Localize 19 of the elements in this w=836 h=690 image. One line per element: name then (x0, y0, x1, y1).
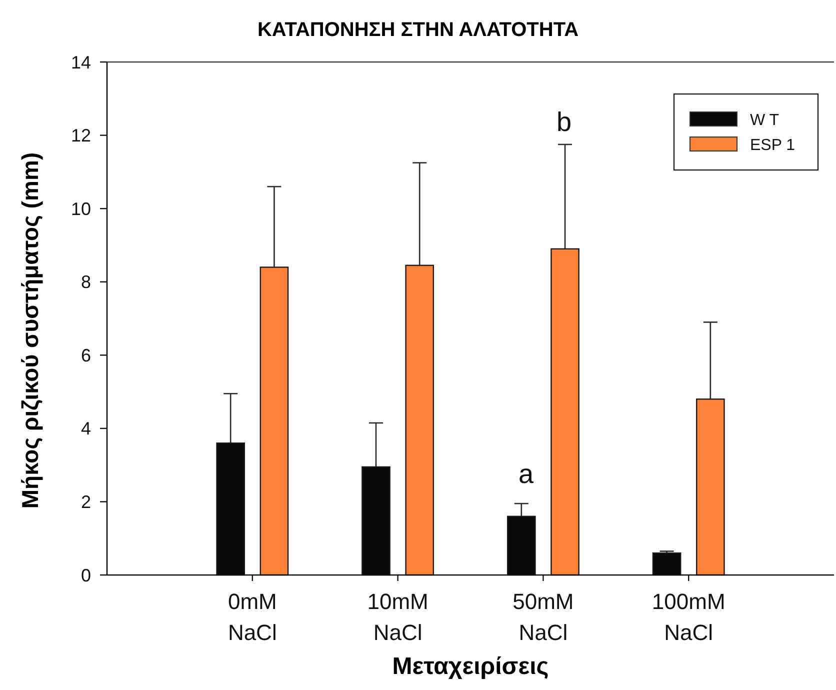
legend-label: W T (750, 112, 780, 129)
y-tick-label: 12 (70, 126, 91, 146)
legend-label: ESP 1 (750, 136, 796, 154)
x-axis-title: Μεταχειρίσεις (392, 653, 549, 680)
y-tick-label: 8 (80, 272, 91, 292)
y-tick-label: 2 (80, 492, 91, 512)
x-tick-label: 10mM NaCl (367, 589, 428, 645)
y-tick-label: 10 (70, 198, 91, 219)
y-tick-label: 0 (80, 565, 91, 586)
y-tick-label: 6 (80, 345, 91, 366)
y-tick-label: 14 (70, 52, 91, 72)
y-axis-title: Μήκος ριζικού συστήματος (mm) (17, 152, 43, 509)
annotation: a (518, 459, 534, 489)
chart-title: ΚΑΤΑΠΟΝΗΣΗ ΣΤΗΝ ΑΛΑΤΟΤΗΤΑ (257, 19, 579, 41)
x-tick-label: 50mM NaCl (512, 589, 574, 645)
annotation: b (556, 107, 572, 137)
x-tick-label: 100mM NaCl (652, 589, 726, 645)
y-tick-label: 4 (80, 418, 91, 439)
x-tick-label: 0mM NaCl (228, 589, 277, 645)
